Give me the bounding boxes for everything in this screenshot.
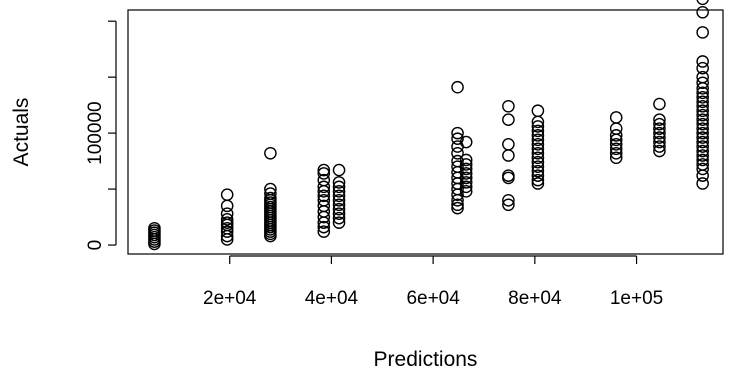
data-point [697,56,708,67]
y-axis-ticks: 0 100000 [85,21,116,250]
data-point [697,0,708,4]
data-point [611,112,622,123]
data-point [503,150,514,161]
data-point [697,170,708,181]
y-tick-label: 100000 [85,101,106,164]
x-tick-label: 6e+04 [406,288,460,309]
data-point [532,105,543,116]
data-point [611,123,622,134]
x-tick-label: 4e+04 [305,288,359,309]
data-point [503,139,514,150]
x-tick-label: 2e+04 [203,288,257,309]
data-points [149,0,708,250]
data-point [265,148,276,159]
data-point [503,114,514,125]
y-tick-label: 0 [85,240,106,251]
plot-frame [128,10,723,254]
y-axis-label: Actuals [10,98,33,167]
data-point [697,7,708,18]
data-point [654,98,665,109]
x-axis-label: Predictions [374,348,478,371]
x-tick-label: 1e+05 [610,288,663,309]
data-point [452,82,463,93]
data-point [222,189,233,200]
data-point [503,101,514,112]
data-point [222,200,233,211]
x-axis-ticks: 2e+04 4e+04 6e+04 8e+04 1e+05 [203,256,663,309]
data-point [697,27,708,38]
x-tick-label: 8e+04 [508,288,562,309]
data-point [333,164,344,175]
